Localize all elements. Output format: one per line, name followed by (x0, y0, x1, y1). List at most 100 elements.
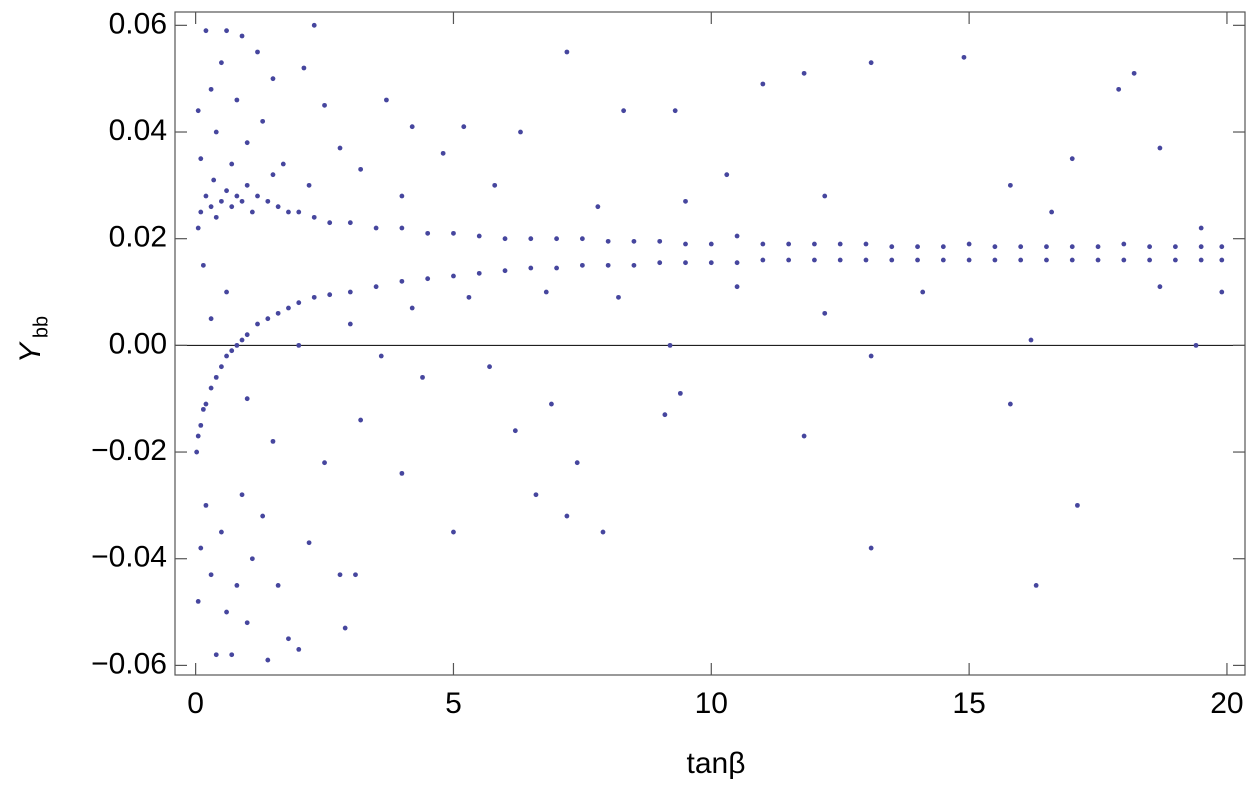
point (801, 433, 807, 439)
point (347, 220, 353, 226)
point (889, 244, 895, 250)
point (203, 193, 209, 199)
point (203, 401, 209, 407)
point (213, 214, 219, 220)
point (487, 364, 492, 370)
point (1069, 156, 1075, 162)
point (234, 582, 240, 588)
point (409, 124, 415, 130)
point (605, 262, 611, 268)
point (249, 556, 255, 562)
point (440, 150, 446, 156)
point (399, 193, 405, 199)
y-tick-label: 0.06 (109, 7, 167, 40)
y-axis-label: Y (14, 341, 47, 363)
point (224, 289, 229, 295)
point (677, 390, 683, 396)
point (451, 230, 456, 236)
point (409, 305, 415, 311)
point (219, 364, 224, 370)
point (347, 321, 353, 327)
point (683, 241, 688, 247)
point (224, 609, 229, 615)
point (195, 433, 201, 439)
plot-frame (174, 11, 1246, 676)
point (399, 278, 405, 284)
point (1007, 182, 1013, 188)
point (200, 406, 206, 412)
point (296, 300, 302, 306)
point (425, 230, 431, 236)
point (265, 316, 271, 322)
point (244, 332, 250, 338)
point (211, 177, 217, 183)
point (1198, 244, 1204, 250)
point (270, 172, 276, 178)
point (1219, 257, 1225, 263)
point (801, 70, 807, 76)
point (239, 198, 245, 204)
point (275, 582, 281, 588)
point (358, 166, 364, 172)
point (966, 257, 972, 263)
point (595, 204, 601, 210)
point (837, 257, 843, 263)
point (296, 342, 302, 348)
point (1116, 86, 1122, 92)
point (1007, 401, 1013, 407)
point (683, 198, 688, 204)
point (224, 188, 229, 194)
point (502, 236, 508, 242)
point (260, 513, 266, 519)
point (786, 257, 792, 263)
y-tick-label: −0.04 (91, 541, 167, 574)
y-axis-label-sub: bb (30, 316, 52, 338)
point (229, 161, 235, 167)
point (270, 76, 276, 82)
point (219, 529, 224, 535)
point (286, 636, 291, 642)
point (734, 284, 740, 290)
point (208, 86, 214, 92)
point (306, 540, 312, 546)
point (198, 422, 204, 428)
point (451, 529, 456, 535)
point (868, 545, 874, 551)
x-tick-label: 5 (445, 687, 462, 720)
y-axis-label-group: Y bb (14, 316, 52, 363)
point (476, 270, 482, 276)
point (1147, 244, 1153, 250)
point (579, 262, 585, 268)
point (213, 652, 219, 658)
point (543, 289, 549, 295)
point (1095, 257, 1101, 263)
point (342, 625, 348, 631)
point (502, 268, 508, 274)
point (219, 198, 224, 204)
point (327, 220, 333, 226)
point (255, 321, 260, 327)
point (373, 284, 379, 290)
point (347, 289, 353, 295)
point (229, 348, 235, 354)
point (194, 449, 200, 455)
point (224, 353, 229, 359)
point (195, 108, 201, 114)
point (1044, 257, 1049, 263)
point (244, 182, 250, 188)
point (734, 233, 740, 239)
point (239, 492, 245, 498)
point (554, 236, 559, 242)
point (244, 140, 250, 146)
point (672, 108, 678, 114)
point (249, 209, 255, 215)
point (384, 97, 389, 103)
point (1198, 257, 1204, 263)
point (451, 273, 456, 279)
point (1157, 284, 1163, 290)
point (837, 241, 843, 247)
point (1033, 582, 1039, 588)
point (224, 28, 229, 34)
point (244, 620, 250, 626)
point (786, 241, 792, 247)
